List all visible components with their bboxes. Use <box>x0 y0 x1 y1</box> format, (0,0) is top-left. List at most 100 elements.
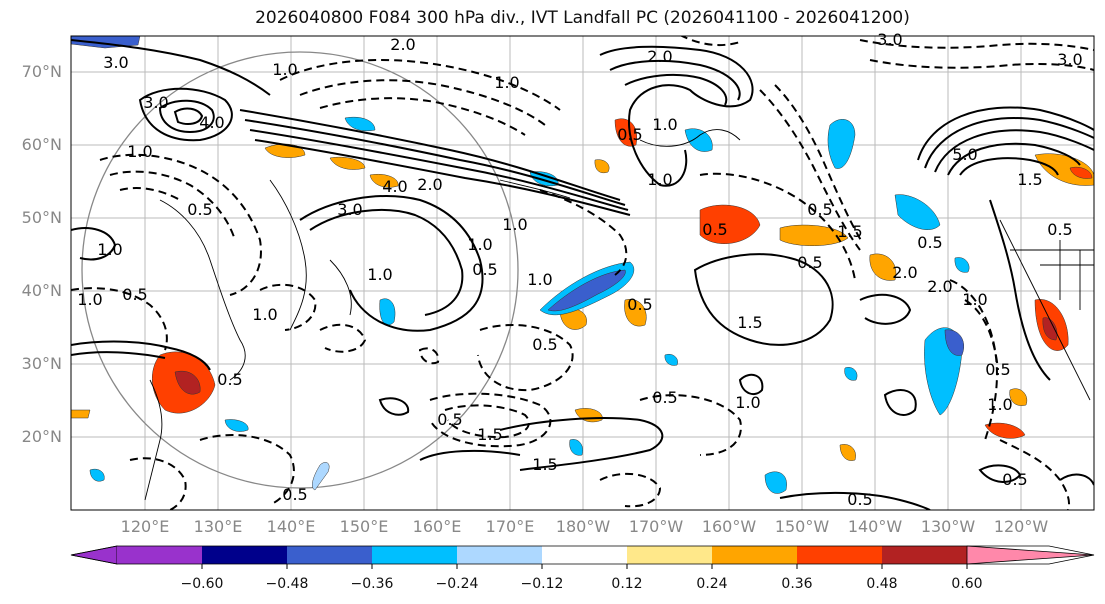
contour-label: 1.0 <box>77 290 102 309</box>
contour-label: 0.5 <box>797 253 822 272</box>
contour-label: 1.0 <box>97 240 122 259</box>
contour-label: 0.5 <box>985 360 1010 379</box>
contour-label: 1.0 <box>252 305 277 324</box>
lon-label: 160°W <box>701 517 757 536</box>
colorbar-segment <box>797 546 882 564</box>
map-plot-area <box>71 36 1094 510</box>
contour-label: 0.5 <box>617 125 642 144</box>
contour-label: 0.5 <box>917 233 942 252</box>
lon-label: 170°W <box>628 517 684 536</box>
colorbar-tick-label: −0.24 <box>435 576 479 592</box>
contour-label: 0.5 <box>532 335 557 354</box>
contour-label: 0.5 <box>282 485 307 504</box>
colorbar-tick-label: 0.12 <box>611 576 643 592</box>
contour-label: 0.5 <box>217 370 242 389</box>
colorbar-segment <box>457 546 542 564</box>
contour-label: 0.5 <box>122 285 147 304</box>
lon-label: 170°E <box>485 517 535 536</box>
contour-labels: 2.0 3.0 1.0 3.0 4.0 1.0 1.0 4.0 2.0 3.0 2.0 1.0 0.5 1… <box>77 30 1082 509</box>
contour-label: 1.0 <box>494 73 519 92</box>
contour-label: 1.0 <box>367 265 392 284</box>
contour-label: 2.0 <box>892 263 917 282</box>
colorbar-outline <box>70 545 1095 565</box>
contour-label: 2.0 <box>927 277 952 296</box>
range-ring <box>81 51 519 489</box>
contour-label: 4.0 <box>199 113 224 132</box>
contour-label: 0.5 <box>437 410 462 429</box>
lat-label: 70°N <box>21 62 62 81</box>
colorbar-extend-min <box>70 545 118 565</box>
contour-label: 1.0 <box>735 393 760 412</box>
contour-label: 1.0 <box>527 270 552 289</box>
contour-label: 3.0 <box>103 53 128 72</box>
colorbar-segment <box>882 546 967 564</box>
map-title: 2026040800 F084 300 hPa div., IVT Landfa… <box>255 8 910 28</box>
contour-label: 3.0 <box>1057 50 1082 69</box>
lon-label: 150°W <box>774 517 830 536</box>
contour-label: 0.5 <box>847 490 872 509</box>
map-frame <box>70 35 1095 511</box>
lon-label: 120°W <box>993 517 1049 536</box>
colorbar-tick-label: −0.60 <box>180 576 224 592</box>
lat-label: 60°N <box>21 135 62 154</box>
lat-label: 40°N <box>21 281 62 300</box>
positive-contours <box>71 39 1094 510</box>
contour-label: 0.5 <box>627 295 652 314</box>
colorbar-tick-label: −0.36 <box>350 576 394 592</box>
contour-label: 1.0 <box>652 115 677 134</box>
contour-label: 3.0 <box>877 30 902 49</box>
contour-label: 1.0 <box>127 142 152 161</box>
contour-label: 2.0 <box>390 35 415 54</box>
colorbar-tick-label: 0.60 <box>951 576 983 592</box>
contour-label: 0.5 <box>702 220 727 239</box>
colorbar-tick-label: −0.48 <box>265 576 309 592</box>
colorbar-extend-max <box>966 545 1095 565</box>
lon-label: 180°W <box>555 517 611 536</box>
contour-label: 1.0 <box>987 395 1012 414</box>
contour-label: 1.0 <box>962 290 987 309</box>
lat-lon-gridlines <box>71 36 1094 510</box>
negative-contours <box>71 36 1094 510</box>
colorbar-tick-label: −0.12 <box>520 576 564 592</box>
colorbar-tick-label: 0.48 <box>866 576 898 592</box>
lon-label: 140°W <box>847 517 903 536</box>
colorbar-segment <box>202 546 287 564</box>
contour-label: 0.5 <box>807 200 832 219</box>
contour-label: 0.5 <box>652 388 677 407</box>
contour-label: 1.5 <box>837 222 862 241</box>
contour-label: 0.5 <box>1047 220 1072 239</box>
contour-label: 0.5 <box>472 260 497 279</box>
contour-label: 0.5 <box>187 200 212 219</box>
contour-label: 2.0 <box>647 47 672 66</box>
contour-label: 1.0 <box>272 60 297 79</box>
colorbar-segment <box>712 546 797 564</box>
colorbar-tick-label: 0.36 <box>781 576 813 592</box>
contour-label: 1.0 <box>647 170 672 189</box>
contour-label: 1.5 <box>737 313 762 332</box>
contour-label: 1.0 <box>502 215 527 234</box>
colorbar <box>70 545 1095 569</box>
lat-label: 30°N <box>21 354 62 373</box>
coastlines <box>144 129 1094 501</box>
colorbar-segment <box>372 546 457 564</box>
contour-label: 4.0 <box>382 177 407 196</box>
colorbar-tick-label: 0.24 <box>696 576 728 592</box>
lon-label: 130°W <box>920 517 976 536</box>
lon-label: 150°E <box>339 517 389 536</box>
contour-label: 1.0 <box>467 235 492 254</box>
contour-label: 3.0 <box>337 200 362 219</box>
lon-label: 140°E <box>266 517 316 536</box>
lon-label: 160°E <box>412 517 462 536</box>
contour-label: 2.0 <box>417 175 442 194</box>
lat-label: 20°N <box>21 427 62 446</box>
contour-label: 3.0 <box>143 93 168 112</box>
contour-label: 1.5 <box>477 425 502 444</box>
lon-label: 120°E <box>120 517 170 536</box>
lat-label: 50°N <box>21 208 62 227</box>
contour-label: 1.5 <box>1017 170 1042 189</box>
contour-label: 0.5 <box>1002 470 1027 489</box>
divergence-shading <box>71 36 1094 494</box>
contour-label: 1.5 <box>532 455 557 474</box>
colorbar-segment <box>287 546 372 564</box>
